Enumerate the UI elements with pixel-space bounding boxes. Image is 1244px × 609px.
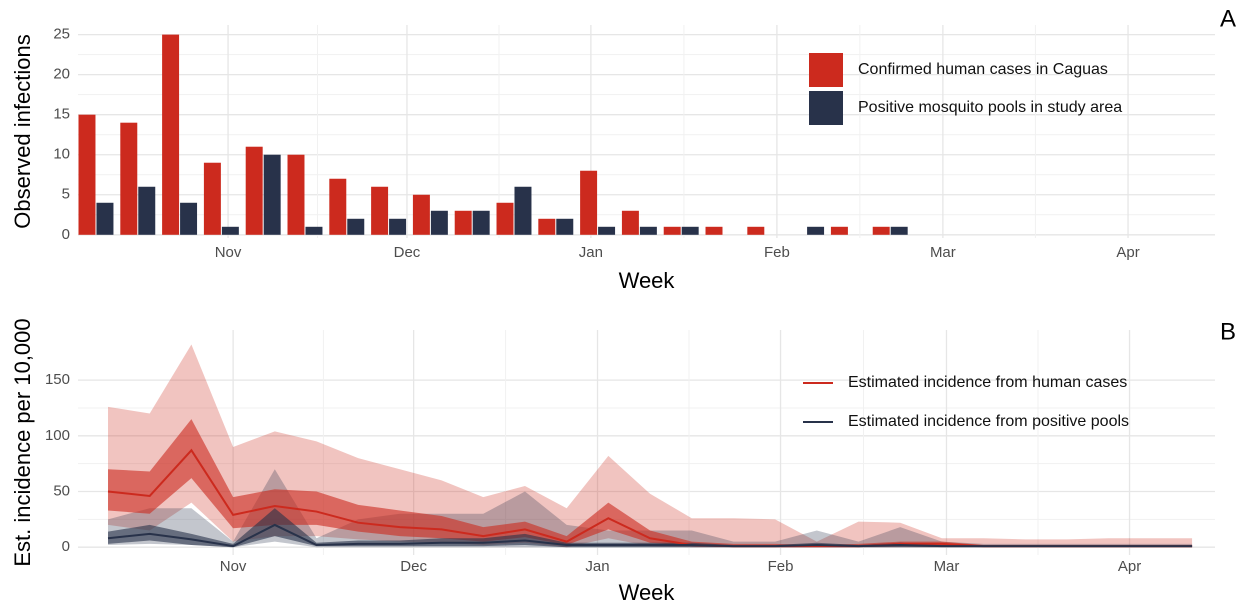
- legend-swatch: [809, 91, 843, 125]
- bar: [287, 154, 305, 235]
- x-axis-title: Week: [619, 268, 676, 293]
- bar: [538, 218, 556, 235]
- bar: [830, 226, 848, 235]
- y-tick-label: 20: [53, 66, 70, 83]
- bar: [180, 202, 198, 235]
- x-tick-label: Mar: [934, 558, 960, 575]
- bar: [245, 146, 263, 235]
- bar: [598, 226, 616, 235]
- ci-band: [108, 419, 1193, 548]
- y-axis-title: Observed infections: [10, 34, 35, 228]
- bar: [263, 154, 281, 235]
- legend-label: Estimated incidence from human cases: [848, 374, 1127, 391]
- y-tick-label: 0: [62, 538, 70, 555]
- x-tick-label: Jan: [579, 244, 603, 261]
- legend-swatch: [809, 53, 843, 87]
- legend-label: Positive mosquito pools in study area: [858, 99, 1122, 116]
- bar: [580, 170, 598, 235]
- y-tick-label: 0: [62, 226, 70, 243]
- y-tick-label: 10: [53, 146, 70, 163]
- bar: [663, 226, 681, 235]
- bar: [138, 186, 156, 235]
- panel-label: A: [1220, 5, 1236, 32]
- panel-label: B: [1220, 318, 1236, 345]
- bar: [162, 34, 180, 235]
- bar: [872, 226, 890, 235]
- x-axis-title: Week: [619, 580, 676, 605]
- bar: [705, 226, 723, 235]
- y-tick-label: 100: [45, 427, 70, 444]
- legend-label: Confirmed human cases in Caguas: [858, 61, 1108, 78]
- bar: [556, 218, 574, 235]
- y-axis-title: Est. incidence per 10,000: [10, 318, 35, 566]
- y-tick-label: 5: [62, 186, 70, 203]
- bar: [221, 226, 239, 235]
- x-tick-label: Apr: [1116, 244, 1139, 261]
- bar: [329, 178, 347, 235]
- x-tick-label: Dec: [400, 558, 427, 575]
- x-tick-label: Apr: [1118, 558, 1141, 575]
- x-tick-label: Mar: [930, 244, 956, 261]
- bar: [747, 226, 765, 235]
- bar: [120, 122, 138, 235]
- bar: [78, 114, 96, 235]
- y-tick-label: 25: [53, 26, 70, 43]
- legend-label: Estimated incidence from positive pools: [848, 413, 1129, 430]
- bar: [412, 194, 430, 235]
- bar: [96, 202, 114, 235]
- bar: [389, 218, 407, 235]
- bar: [305, 226, 323, 235]
- bar: [203, 162, 221, 235]
- bar: [514, 186, 532, 235]
- bar: [496, 202, 514, 235]
- bar: [472, 210, 490, 235]
- ci-band: [108, 344, 1193, 548]
- bar: [430, 210, 448, 235]
- y-tick-label: 150: [45, 371, 70, 388]
- bar: [890, 226, 908, 235]
- y-tick-label: 50: [53, 482, 70, 499]
- x-tick-label: Dec: [394, 244, 421, 261]
- x-tick-label: Nov: [215, 244, 242, 261]
- bar: [454, 210, 472, 235]
- line: [107, 523, 1193, 548]
- x-tick-label: Feb: [768, 558, 794, 575]
- bar: [681, 226, 699, 235]
- x-tick-label: Feb: [764, 244, 790, 261]
- bar: [639, 226, 657, 235]
- x-tick-label: Jan: [585, 558, 609, 575]
- y-tick-label: 15: [53, 106, 70, 123]
- bar: [621, 210, 639, 235]
- bar: [807, 226, 825, 235]
- bar: [347, 218, 365, 235]
- bar: [371, 186, 389, 235]
- x-tick-label: Nov: [220, 558, 247, 575]
